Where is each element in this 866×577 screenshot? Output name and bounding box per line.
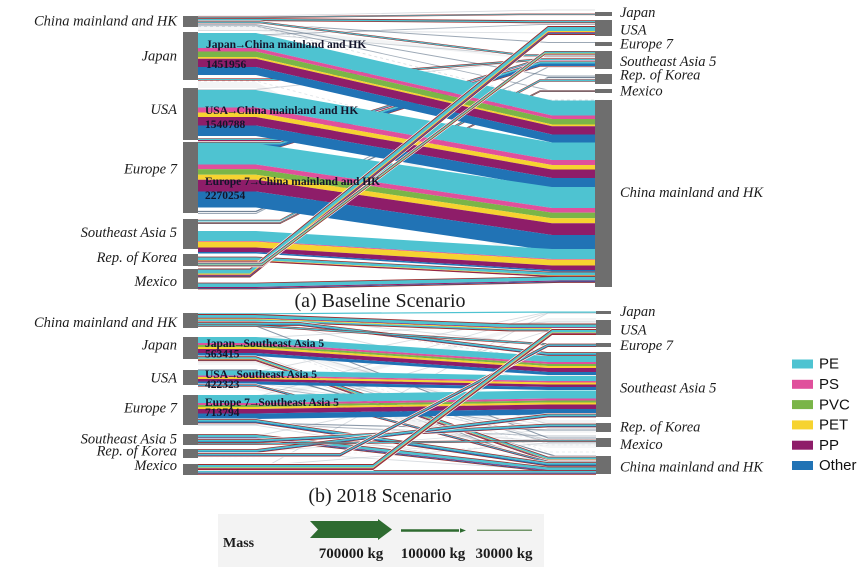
svg-text:USA: USA — [620, 323, 647, 339]
svg-text:Rep. of Korea: Rep. of Korea — [619, 68, 700, 84]
svg-text:713794: 713794 — [205, 407, 240, 419]
svg-text:Mexico: Mexico — [133, 274, 177, 290]
svg-text:Europe 7: Europe 7 — [619, 37, 674, 53]
svg-text:Mexico: Mexico — [619, 437, 663, 453]
svg-text:PVC: PVC — [819, 396, 850, 413]
svg-text:Rep. of Korea: Rep. of Korea — [96, 250, 177, 266]
svg-text:Southeast Asia 5: Southeast Asia 5 — [620, 381, 716, 397]
svg-text:(a) Baseline Scenario: (a) Baseline Scenario — [294, 290, 465, 312]
svg-text:China mainland and HK: China mainland and HK — [34, 14, 178, 30]
svg-text:China mainland and HK: China mainland and HK — [34, 315, 178, 331]
svg-text:USA: USA — [620, 23, 647, 39]
svg-text:PS: PS — [819, 376, 839, 393]
svg-text:Japan: Japan — [620, 304, 655, 320]
svg-text:Southeast Asia 5: Southeast Asia 5 — [81, 432, 177, 448]
svg-text:USA: USA — [150, 371, 177, 387]
svg-text:Other: Other — [819, 457, 857, 474]
svg-text:700000 kg: 700000 kg — [319, 546, 384, 562]
svg-text:2270254: 2270254 — [205, 190, 246, 202]
svg-text:Mass: Mass — [223, 536, 255, 551]
svg-text:Japan→Southeast Asia 5: Japan→Southeast Asia 5 — [205, 338, 324, 350]
svg-text:Rep. of Korea: Rep. of Korea — [96, 444, 177, 460]
svg-text:30000 kg: 30000 kg — [475, 546, 533, 562]
svg-text:Mexico: Mexico — [619, 84, 663, 100]
svg-text:USA→Southeast Asia 5: USA→Southeast Asia 5 — [205, 369, 317, 381]
svg-text:China mainland and HK: China mainland and HK — [620, 460, 764, 476]
svg-text:1451956: 1451956 — [206, 59, 247, 71]
svg-text:USA→China mainland and HK: USA→China mainland and HK — [205, 105, 358, 117]
svg-text:(b) 2018 Scenario: (b) 2018 Scenario — [308, 485, 451, 507]
svg-text:Europe 7→Southeast Asia 5: Europe 7→Southeast Asia 5 — [205, 397, 339, 409]
svg-text:1540788: 1540788 — [205, 119, 246, 131]
svg-text:563415: 563415 — [205, 349, 240, 361]
svg-text:422323: 422323 — [205, 379, 240, 391]
svg-text:China mainland and HK: China mainland and HK — [620, 185, 764, 201]
svg-text:Southeast Asia 5: Southeast Asia 5 — [81, 225, 177, 241]
svg-text:Mexico: Mexico — [133, 458, 177, 474]
svg-text:PET: PET — [819, 417, 848, 434]
svg-text:Japan: Japan — [142, 338, 177, 354]
svg-text:USA: USA — [150, 102, 177, 118]
svg-text:Japan→China mainland and HK: Japan→China mainland and HK — [206, 39, 366, 51]
svg-text:Europe 7: Europe 7 — [619, 338, 674, 354]
svg-text:Southeast Asia 5: Southeast Asia 5 — [620, 54, 716, 70]
svg-text:100000 kg: 100000 kg — [401, 546, 466, 562]
svg-text:Europe 7: Europe 7 — [123, 401, 178, 417]
svg-text:PE: PE — [819, 356, 839, 373]
svg-text:Japan: Japan — [142, 49, 177, 65]
svg-text:Japan: Japan — [620, 5, 655, 21]
svg-text:Europe 7: Europe 7 — [123, 162, 178, 178]
svg-text:Rep. of Korea: Rep. of Korea — [619, 420, 700, 436]
svg-text:Europe 7→China mainland and HK: Europe 7→China mainland and HK — [205, 176, 380, 188]
svg-text:PP: PP — [819, 437, 839, 454]
